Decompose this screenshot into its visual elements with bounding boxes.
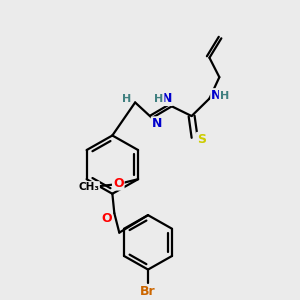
Text: Br: Br <box>140 285 156 298</box>
Text: H: H <box>154 94 164 103</box>
Text: N: N <box>162 92 172 105</box>
Text: CH₃: CH₃ <box>78 182 99 192</box>
Text: N: N <box>211 89 222 102</box>
Text: O: O <box>101 212 112 225</box>
Text: N: N <box>152 117 162 130</box>
Text: S: S <box>197 133 206 146</box>
Text: H: H <box>122 94 131 103</box>
Text: O: O <box>113 177 124 190</box>
Text: H: H <box>220 91 229 100</box>
